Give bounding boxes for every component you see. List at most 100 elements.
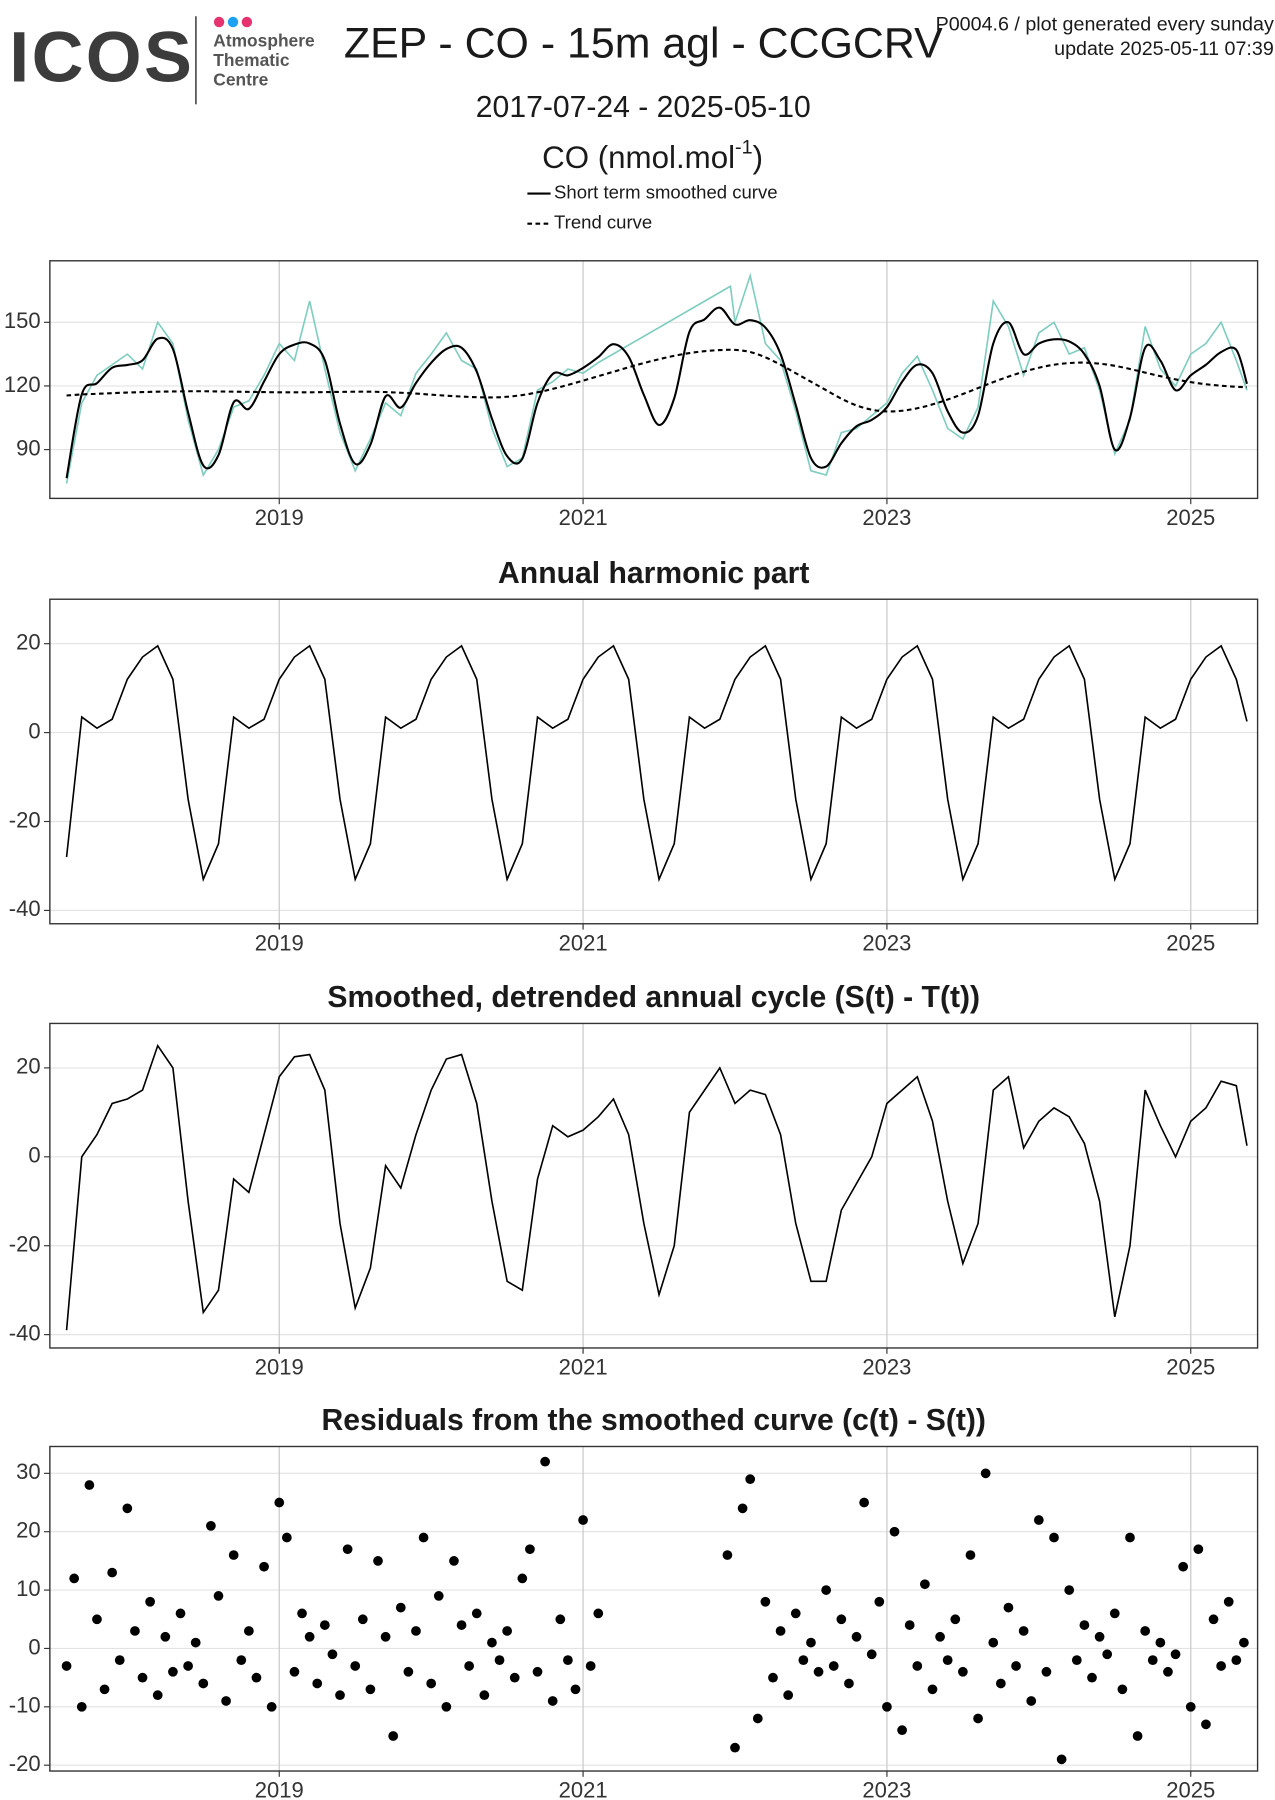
residual-point — [213, 1591, 224, 1601]
y-axis-label: CO (nmol.mol-1) — [542, 137, 763, 176]
residual-point — [912, 1661, 923, 1671]
residual-point — [418, 1532, 429, 1543]
residual-point — [1071, 1655, 1082, 1665]
residual-point — [312, 1678, 323, 1689]
residual-point — [297, 1608, 307, 1619]
residual-point — [228, 1550, 239, 1560]
residual-point — [479, 1690, 490, 1701]
logo-dot — [227, 16, 239, 28]
residual-point — [965, 1550, 976, 1560]
residual-point — [1223, 1596, 1234, 1607]
residual-point — [365, 1684, 376, 1695]
residual-point — [114, 1655, 125, 1665]
residual-point — [836, 1614, 847, 1625]
residual-point — [1155, 1637, 1166, 1648]
residual-point — [456, 1620, 467, 1630]
residual-point — [532, 1666, 543, 1677]
residual-point — [745, 1474, 756, 1485]
residual-point — [806, 1637, 816, 1648]
x-tick-label: 2025 — [1166, 1355, 1215, 1380]
residual-point — [1216, 1661, 1226, 1671]
curve — [66, 348, 1248, 413]
residual-point — [517, 1573, 528, 1584]
residual-point — [540, 1456, 550, 1467]
residual-point — [487, 1637, 497, 1648]
note: P0004.6 / plot generated every sunday — [936, 14, 1274, 36]
residual-point — [897, 1725, 907, 1736]
y-tick-label: -40 — [9, 1320, 41, 1345]
residual-point — [373, 1556, 383, 1566]
plot-area — [65, 644, 1248, 883]
chart-title: Annual harmonic part — [498, 557, 809, 590]
residual-point — [122, 1503, 133, 1514]
residual-point — [281, 1532, 292, 1543]
x-tick-label: 2021 — [559, 1778, 608, 1800]
residual-point — [160, 1631, 171, 1642]
residual-point — [251, 1672, 262, 1683]
residual-point — [1041, 1666, 1052, 1677]
residual-point — [145, 1596, 155, 1607]
residual-point — [190, 1637, 201, 1648]
residual-point — [92, 1614, 102, 1625]
residual-point — [509, 1672, 520, 1683]
residual-point — [69, 1573, 80, 1584]
residual-point — [449, 1556, 459, 1566]
residual-point — [813, 1666, 824, 1677]
residual-point — [1056, 1754, 1067, 1765]
residual-point — [1117, 1684, 1128, 1695]
y-tick-label: -20 — [9, 1232, 41, 1257]
x-tick-label: 2023 — [862, 930, 911, 955]
residual-point — [927, 1684, 938, 1695]
residual-point — [866, 1649, 877, 1660]
residual-point — [844, 1678, 854, 1689]
plot-area — [61, 1456, 1249, 1765]
y-tick-label: 0 — [28, 1634, 40, 1659]
y-tick-label: 90 — [16, 435, 41, 460]
residual-point — [1003, 1602, 1014, 1613]
residual-point — [1193, 1544, 1204, 1555]
x-tick-label: 2025 — [1166, 930, 1215, 955]
residual-point — [244, 1626, 254, 1636]
residual-point — [1033, 1515, 1044, 1525]
subtitle: 2017-07-24 - 2025-05-10 — [476, 91, 811, 124]
logo-line: Centre — [213, 70, 268, 90]
x-tick-label: 2025 — [1166, 505, 1215, 530]
residual-point — [874, 1596, 885, 1607]
residual-point — [950, 1614, 961, 1625]
residual-point — [730, 1742, 740, 1753]
residual-point — [942, 1655, 953, 1665]
x-tick-label: 2021 — [559, 1355, 608, 1380]
residual-point — [99, 1684, 110, 1695]
residual-point — [958, 1666, 968, 1677]
curve — [65, 1043, 1248, 1331]
residual-point — [1231, 1655, 1242, 1665]
legend-label: Trend curve — [554, 212, 652, 233]
residual-point — [722, 1550, 733, 1560]
y-tick-label: 120 — [4, 372, 41, 397]
residual-point — [1079, 1620, 1090, 1630]
residual-point — [61, 1661, 72, 1671]
residual-point — [327, 1649, 338, 1660]
y-tick-label: -10 — [9, 1693, 41, 1718]
y-tick-label: -20 — [9, 1751, 41, 1776]
residual-point — [433, 1591, 444, 1601]
residual-point — [236, 1655, 247, 1665]
plot-frame — [49, 598, 1259, 925]
residual-point — [828, 1661, 839, 1671]
residual-point — [882, 1701, 892, 1712]
residual-point — [737, 1503, 748, 1514]
residual-point — [783, 1690, 794, 1701]
residual-point — [798, 1655, 809, 1665]
y-tick-label: -20 — [9, 807, 41, 832]
plot-frame — [49, 1022, 1259, 1349]
title: ZEP - CO - 15m agl - CCGCRV — [344, 20, 943, 68]
residual-point — [1185, 1701, 1196, 1712]
logo-dot — [241, 16, 253, 28]
y-tick-label: -40 — [9, 896, 41, 921]
residual-point — [289, 1666, 300, 1677]
residual-point — [1170, 1649, 1181, 1660]
residual-point — [388, 1731, 399, 1741]
residual-point — [137, 1672, 148, 1683]
residual-point — [1109, 1608, 1120, 1619]
